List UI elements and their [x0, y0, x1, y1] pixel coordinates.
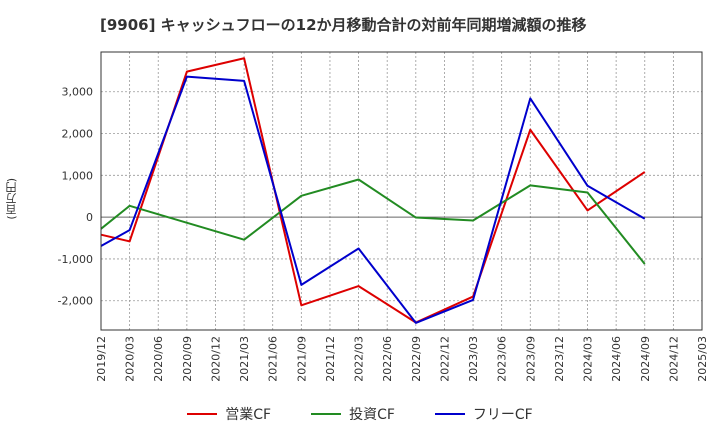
x-tick-label: 2021/12 [324, 336, 337, 382]
x-tick-label: 2020/09 [181, 336, 194, 382]
x-tick-label: 2022/09 [410, 336, 423, 382]
y-tick-label: -1,000 [58, 253, 93, 266]
plot-frame [100, 51, 703, 331]
y-tick-label: 1,000 [62, 169, 94, 182]
x-tick-label: 2022/12 [438, 336, 451, 382]
x-tick-label: 2024/03 [582, 336, 595, 382]
y-tick-label: -2,000 [58, 295, 93, 308]
x-tick-label: 2023/12 [553, 336, 566, 382]
x-tick-label: 2021/03 [238, 336, 251, 382]
legend-item: 営業CF [187, 404, 271, 424]
legend-label: フリーCF [472, 407, 533, 423]
x-tick-label: 2019/12 [95, 336, 108, 382]
chart-title: [9906] キャッシュフローの12か月移動合計の対前年同期増減額の推移 [100, 16, 587, 34]
x-tick-label: 2024/12 [667, 336, 680, 382]
x-tick-label: 2023/09 [524, 336, 537, 382]
x-tick-label: 2020/06 [152, 336, 165, 382]
series-layer [100, 57, 646, 324]
legend-item: フリーCF [434, 404, 533, 424]
legend-swatch [311, 413, 342, 415]
x-tick-label: 2022/06 [381, 336, 394, 382]
x-tick-label: 2023/06 [496, 336, 509, 382]
x-tick-label: 2020/03 [124, 336, 137, 382]
x-tick-label: 2023/03 [467, 336, 480, 382]
x-tick-label: 2021/09 [295, 336, 308, 382]
x-tick-label: 2025/03 [696, 336, 709, 382]
series-line [100, 75, 646, 324]
legend-swatch [434, 413, 465, 415]
x-tick-labels: 2019/12 2020/03 2020/06 2020/09 2020/12 2021/… [95, 336, 709, 382]
legend-label: 営業CF [225, 407, 272, 423]
x-tick-label: 2024/09 [639, 336, 652, 382]
y-tick-label: 0 [86, 211, 93, 224]
x-tick-label: 2020/12 [209, 336, 222, 382]
y-tick-label: 3,000 [62, 86, 94, 99]
legend-label: 投資CF [349, 407, 395, 423]
y-tick-label: 2,000 [62, 128, 94, 141]
x-tick-label: 2022/03 [353, 336, 366, 382]
x-tick-label: 2024/06 [610, 336, 623, 382]
legend-item: 投資CF [311, 404, 395, 424]
x-tick-label: 2021/06 [267, 336, 280, 382]
legend: 営業CF 投資CF フリーCF [0, 404, 720, 424]
y-tick-labels: -2,000 -1,000 0 1,000 2,000 3,000 [58, 86, 93, 308]
legend-swatch [187, 413, 218, 415]
series-line [100, 178, 646, 265]
grid-lines [100, 52, 703, 330]
